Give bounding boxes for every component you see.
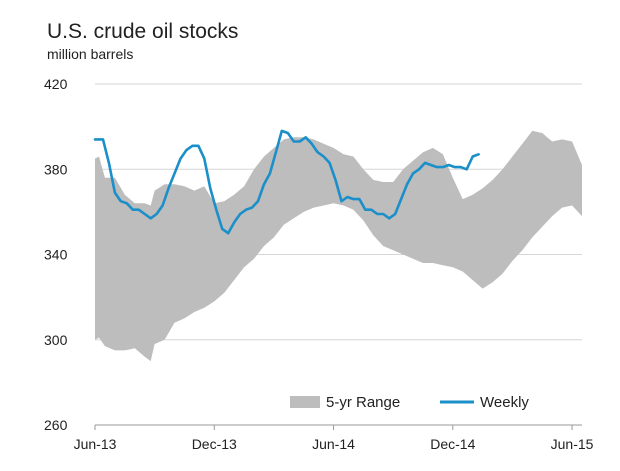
y-tick-label: 340 <box>44 247 68 263</box>
legend-label-weekly: Weekly <box>480 394 529 411</box>
legend: 5-yr Range Weekly <box>290 394 529 411</box>
range-band-layer <box>95 130 582 362</box>
chart-title: U.S. crude oil stocks <box>47 20 239 43</box>
legend-label-range: 5-yr Range <box>326 394 400 411</box>
x-tick-label: Dec-14 <box>430 436 475 452</box>
weekly-line-layer <box>93 129 480 235</box>
x-tick-label: Jun-14 <box>312 436 355 452</box>
y-tick-label: 420 <box>44 76 68 92</box>
chart-subtitle: million barrels <box>47 46 134 62</box>
y-tick-label: 260 <box>44 417 68 433</box>
x-tick-label: Jun-13 <box>74 436 117 452</box>
y-tick-label: 380 <box>44 161 68 177</box>
y-tick-label: 300 <box>44 332 68 348</box>
x-tick-label: Dec-13 <box>192 436 237 452</box>
weekly-line <box>93 129 480 235</box>
legend-swatch-range <box>290 396 320 408</box>
axis-layer: 260 300 340 380 420 Jun-13 Dec-13 Jun-14 Dec-14 J… <box>44 76 594 452</box>
range-band <box>95 130 582 362</box>
x-tick-label: Jun-15 <box>551 436 594 452</box>
